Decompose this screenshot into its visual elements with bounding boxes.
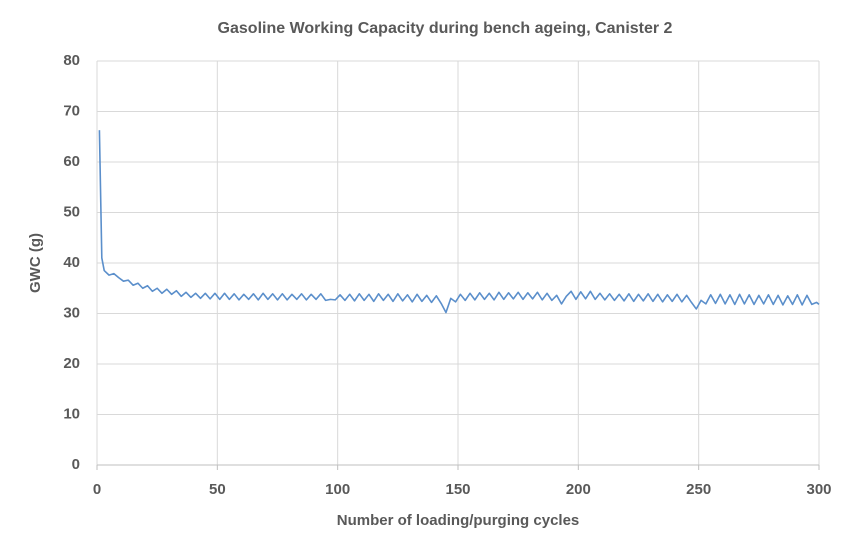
x-tick-label: 100: [325, 481, 350, 498]
y-tick-label: 20: [63, 355, 80, 372]
y-tick-label: 10: [63, 405, 80, 422]
x-tick-label: 50: [209, 481, 226, 498]
data-line: [98, 130, 820, 314]
chart-title: Gasoline Working Capacity during bench a…: [218, 20, 673, 37]
x-tick-label: 200: [566, 481, 591, 498]
y-tick-label: 40: [63, 254, 80, 271]
x-tick-label: 250: [686, 481, 711, 498]
y-tick-label: 30: [63, 304, 80, 321]
x-tick-label: 0: [93, 481, 101, 498]
y-axis-label: GWC (g): [27, 233, 44, 293]
y-tick-label: 60: [63, 153, 80, 170]
y-tick-label: 70: [63, 102, 80, 119]
x-axis-label: Number of loading/purging cycles: [337, 512, 580, 529]
x-tick-label: 300: [806, 481, 831, 498]
y-tick-label: 80: [63, 52, 80, 69]
y-tick-label: 0: [72, 456, 80, 473]
y-tick-label: 50: [63, 203, 80, 220]
x-tick-label: 150: [445, 481, 470, 498]
